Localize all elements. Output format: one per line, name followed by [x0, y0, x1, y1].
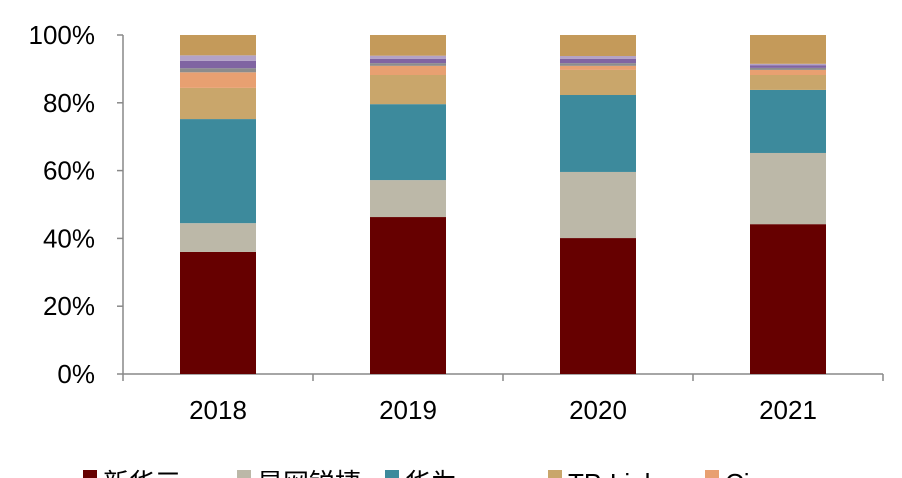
x-tick-label: 2021	[759, 395, 817, 425]
x-tick-label: 2019	[379, 395, 437, 425]
bar-segment	[750, 89, 826, 153]
legend-label: Cisco	[725, 468, 790, 478]
legend-swatch	[705, 470, 719, 478]
legend-label: 新华三	[103, 468, 181, 478]
bar-segment	[560, 56, 636, 59]
legend-swatch	[83, 470, 97, 478]
bar-segment	[180, 223, 256, 252]
bar-segment	[750, 63, 826, 66]
y-tick-label: 60%	[43, 156, 95, 186]
bar-segment	[180, 251, 256, 374]
legend-label: 华为	[405, 468, 457, 478]
legend-swatch	[385, 470, 399, 478]
x-tick-label: 2018	[189, 395, 247, 425]
legend-label: 星网锐捷	[257, 468, 361, 478]
bar-segment	[370, 63, 446, 66]
bar-segment	[750, 152, 826, 225]
x-tick-label: 2020	[569, 395, 627, 425]
bar-segment	[750, 35, 826, 64]
legend-swatch	[548, 470, 562, 478]
bar-segment	[370, 55, 446, 59]
bar-segment	[560, 35, 636, 57]
y-tick-label: 80%	[43, 88, 95, 118]
y-tick-label: 100%	[29, 20, 96, 50]
bar-segment	[370, 35, 446, 56]
legend-label: TP-Link	[568, 468, 659, 478]
bar-segment	[750, 65, 826, 68]
bar-segment	[560, 95, 636, 172]
bar-segment	[560, 238, 636, 374]
bar-segment	[370, 217, 446, 374]
y-tick-label: 40%	[43, 223, 95, 253]
y-tick-label: 0%	[57, 359, 95, 389]
bar-segment	[370, 104, 446, 181]
bar-segment	[180, 55, 256, 61]
bar-segment	[560, 63, 636, 66]
y-tick-label: 20%	[43, 291, 95, 321]
bar-segment	[180, 87, 256, 120]
bar-segment	[750, 69, 826, 76]
legend-swatch	[237, 470, 251, 478]
bar-segment	[370, 180, 446, 218]
bar-segment	[750, 75, 826, 90]
bar-segment	[370, 58, 446, 64]
bar-segment	[370, 75, 446, 105]
bar-segment	[370, 65, 446, 76]
bar-segment	[180, 60, 256, 69]
bar-segment	[560, 58, 636, 64]
bar-segment	[180, 35, 256, 56]
bar-segment	[180, 119, 256, 224]
bar-segment	[750, 67, 826, 70]
bar-segment	[560, 65, 636, 70]
bar-segment	[560, 171, 636, 239]
bar-segment	[750, 224, 826, 374]
bar-segment	[180, 72, 256, 88]
bar-segment	[560, 69, 636, 96]
bar-segment	[180, 68, 256, 73]
